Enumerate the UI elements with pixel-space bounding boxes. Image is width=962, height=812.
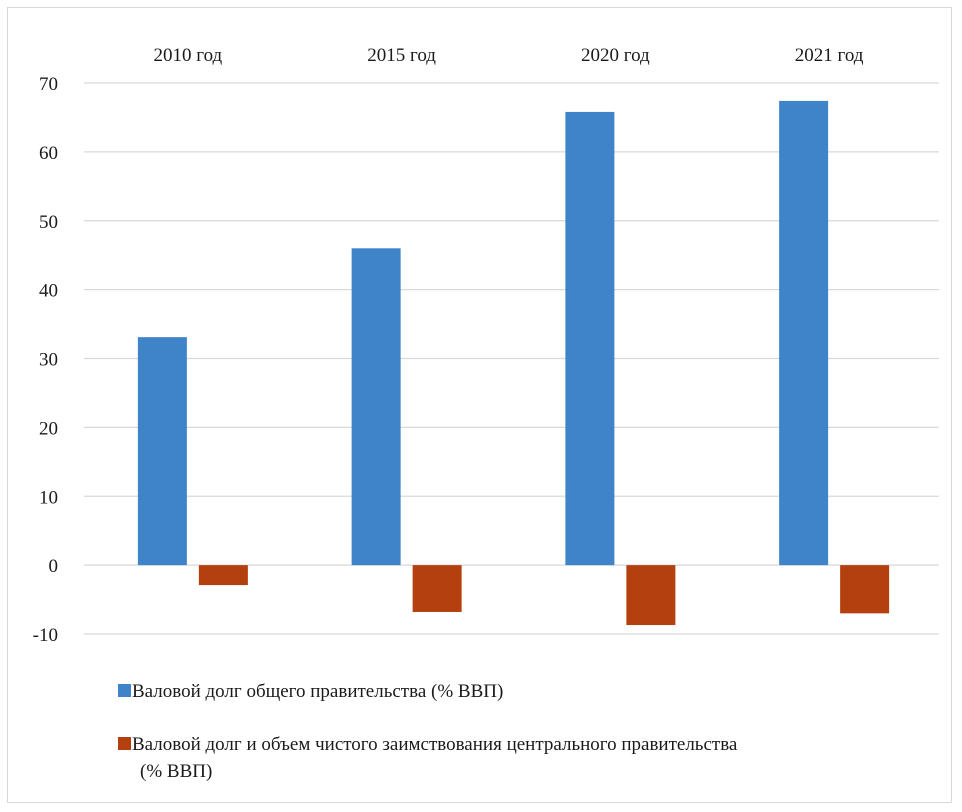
y-tick-label: 20 (39, 418, 58, 439)
category-labels: 2010 год 2015 год 2020 год 2021 год (154, 45, 864, 66)
bar-central-debt-4 (840, 565, 890, 614)
legend-label: (% ВВП) (140, 761, 212, 782)
bar-central-debt-1 (198, 565, 248, 586)
y-tick-label: 0 (49, 556, 59, 577)
y-tick-label: 40 (39, 281, 58, 302)
y-tick-label: 10 (39, 487, 58, 508)
category-label: 2020 год (581, 45, 650, 66)
legend-label: Валовой долг общего правительства (% ВВП… (132, 681, 503, 702)
category-label: 2021 год (795, 45, 864, 66)
bar-general-debt-1 (137, 337, 187, 566)
y-axis-ticks: 70 60 50 40 30 20 10 0 -10 (33, 74, 58, 646)
bar-central-debt-3 (626, 565, 676, 626)
category-label: 2010 год (154, 45, 223, 66)
legend-swatch (118, 684, 131, 697)
bar-central-debt-2 (412, 565, 462, 612)
bar-general-debt-3 (565, 111, 615, 566)
legend-swatch (118, 737, 131, 750)
y-tick-label: 60 (39, 143, 58, 164)
bars (137, 100, 890, 626)
bar-general-debt-2 (351, 248, 401, 566)
category-label: 2015 год (367, 45, 436, 66)
bar-general-debt-4 (779, 100, 829, 566)
y-tick-label: 50 (39, 212, 58, 233)
legend: Валовой долг общего правительства (% ВВП… (118, 681, 738, 782)
y-tick-label: 70 (39, 74, 58, 95)
y-tick-label: -10 (33, 625, 58, 646)
y-tick-label: 30 (39, 350, 58, 371)
legend-label: Валовой долг и объем чистого заимствован… (132, 734, 738, 755)
